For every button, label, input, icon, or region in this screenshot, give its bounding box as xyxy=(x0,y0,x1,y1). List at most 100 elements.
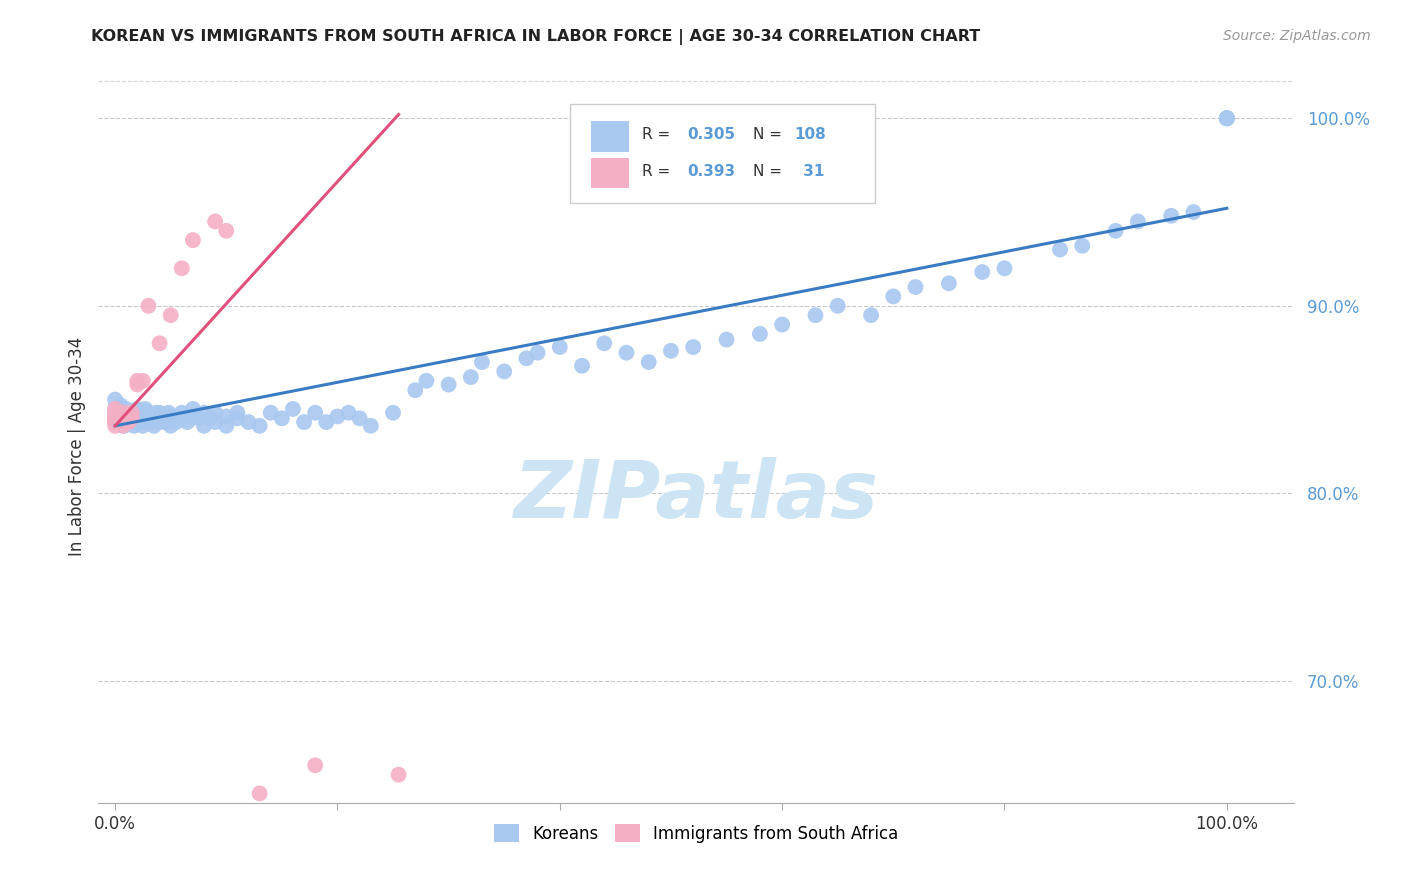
Point xyxy=(270,411,292,425)
Point xyxy=(1216,112,1239,126)
Point xyxy=(104,411,127,425)
Point xyxy=(115,409,138,424)
Point xyxy=(1216,112,1239,126)
Point xyxy=(1216,112,1239,126)
Point xyxy=(124,415,146,429)
Text: In Labor Force | Age 30-34: In Labor Force | Age 30-34 xyxy=(69,336,86,556)
Point xyxy=(1071,239,1094,253)
Point xyxy=(148,406,170,420)
Point xyxy=(1049,243,1071,257)
Point xyxy=(882,289,904,303)
Point xyxy=(215,409,238,424)
Point xyxy=(159,418,181,433)
Point xyxy=(181,409,204,424)
Point xyxy=(118,409,141,424)
Text: 0.305: 0.305 xyxy=(688,127,735,142)
Point xyxy=(292,415,315,429)
Point xyxy=(143,409,166,424)
Point xyxy=(593,336,616,351)
Point xyxy=(104,411,127,425)
Point xyxy=(138,406,160,420)
Point xyxy=(135,415,157,429)
Point xyxy=(904,280,927,294)
Point xyxy=(112,406,135,420)
Point xyxy=(148,336,170,351)
Point xyxy=(104,406,127,420)
Point xyxy=(132,374,155,388)
Point xyxy=(117,415,139,429)
Point xyxy=(115,406,138,420)
Point xyxy=(804,308,827,322)
Point xyxy=(159,409,181,424)
Point xyxy=(104,415,127,429)
Point xyxy=(132,418,155,433)
Text: R =: R = xyxy=(643,164,675,179)
Point xyxy=(127,411,149,425)
Point xyxy=(176,415,198,429)
Point xyxy=(337,406,360,420)
Point xyxy=(471,355,494,369)
Point xyxy=(104,401,127,416)
Point xyxy=(115,401,138,416)
Point xyxy=(360,418,382,433)
Point xyxy=(121,406,143,420)
Text: 108: 108 xyxy=(794,127,825,142)
Point xyxy=(1182,205,1205,219)
Point xyxy=(382,406,405,420)
Point xyxy=(215,418,238,433)
Point xyxy=(128,409,150,424)
Point xyxy=(1216,112,1239,126)
Point xyxy=(1216,112,1239,126)
Point xyxy=(187,411,209,425)
Point xyxy=(143,418,166,433)
Point xyxy=(134,411,156,425)
Point xyxy=(204,415,226,429)
Text: 0.393: 0.393 xyxy=(688,164,735,179)
Point xyxy=(238,415,260,429)
Point xyxy=(157,406,180,420)
Point xyxy=(526,345,548,359)
Point xyxy=(111,411,134,425)
Point xyxy=(315,415,337,429)
Point xyxy=(117,415,139,429)
Point xyxy=(134,401,156,416)
Point xyxy=(159,308,181,322)
Point xyxy=(104,392,127,407)
Bar xyxy=(591,121,628,152)
Point xyxy=(124,409,146,424)
Point xyxy=(349,411,371,425)
Point xyxy=(682,340,704,354)
Legend: Koreans, Immigrants from South Africa: Koreans, Immigrants from South Africa xyxy=(486,818,905,849)
Point xyxy=(460,370,482,384)
Point xyxy=(115,415,138,429)
Point xyxy=(122,418,145,433)
Point xyxy=(616,345,638,359)
Point xyxy=(121,411,143,425)
Point xyxy=(165,415,187,429)
Point xyxy=(304,406,326,420)
Point xyxy=(326,409,349,424)
Point xyxy=(127,401,149,416)
Point xyxy=(1160,209,1182,223)
Point xyxy=(170,411,193,425)
Point xyxy=(153,415,176,429)
Point xyxy=(993,261,1015,276)
Point xyxy=(111,418,134,433)
Point xyxy=(104,415,127,429)
Text: N =: N = xyxy=(754,127,782,142)
Text: ZIPatlas: ZIPatlas xyxy=(513,457,879,534)
Point xyxy=(637,355,659,369)
Point xyxy=(748,326,770,341)
Text: Source: ZipAtlas.com: Source: ZipAtlas.com xyxy=(1223,29,1371,43)
Point xyxy=(1104,224,1126,238)
Point xyxy=(110,398,132,412)
Point xyxy=(204,214,226,228)
Point xyxy=(104,411,127,425)
Point xyxy=(104,408,127,422)
Point xyxy=(129,415,152,429)
Point xyxy=(198,411,221,425)
Point xyxy=(938,277,960,291)
Point xyxy=(972,265,994,279)
FancyBboxPatch shape xyxy=(571,104,876,203)
Text: N =: N = xyxy=(754,164,782,179)
